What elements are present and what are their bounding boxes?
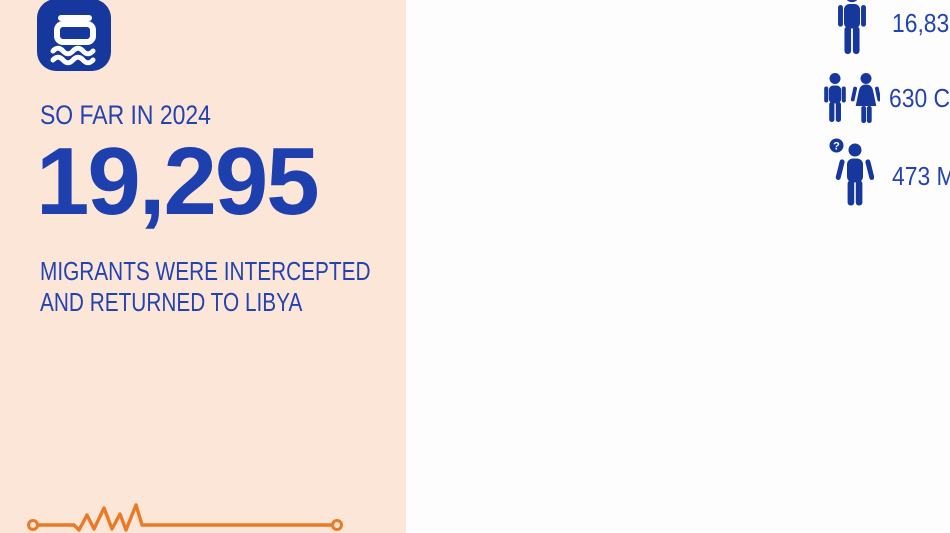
man-icon [838, 0, 866, 54]
question-badge [829, 138, 844, 153]
summary-panel: SO FAR IN 2024 19,295 MIGRANTS WERE INTE… [0, 0, 406, 533]
stat-children-label: 630 Children [889, 83, 950, 113]
subtitle-line-1: MIGRANTS WERE INTERCEPTED [40, 256, 371, 286]
unknown-gender-icon: ? [829, 138, 874, 206]
stat-unknown-gender-label: 473 Migrants with no available gender da… [892, 161, 950, 191]
total-count: 19,295 [36, 128, 320, 235]
stat-men-label: 16,835 Men [892, 8, 950, 38]
subtitle-line-2: AND RETURNED TO LIBYA [40, 287, 303, 318]
kicker-text: SO FAR IN 2024 [40, 100, 211, 130]
pulse-line-graphic [27, 503, 343, 532]
question-mark-glyph: ? [833, 140, 840, 152]
boat-icon [37, 0, 111, 71]
subtitle-text: MIGRANTS WERE INTERCEPTED AND RETURNED T… [40, 256, 371, 318]
children-icon [824, 73, 880, 123]
stats-panel: 16,835 Men 1,357 Women [406, 0, 950, 533]
